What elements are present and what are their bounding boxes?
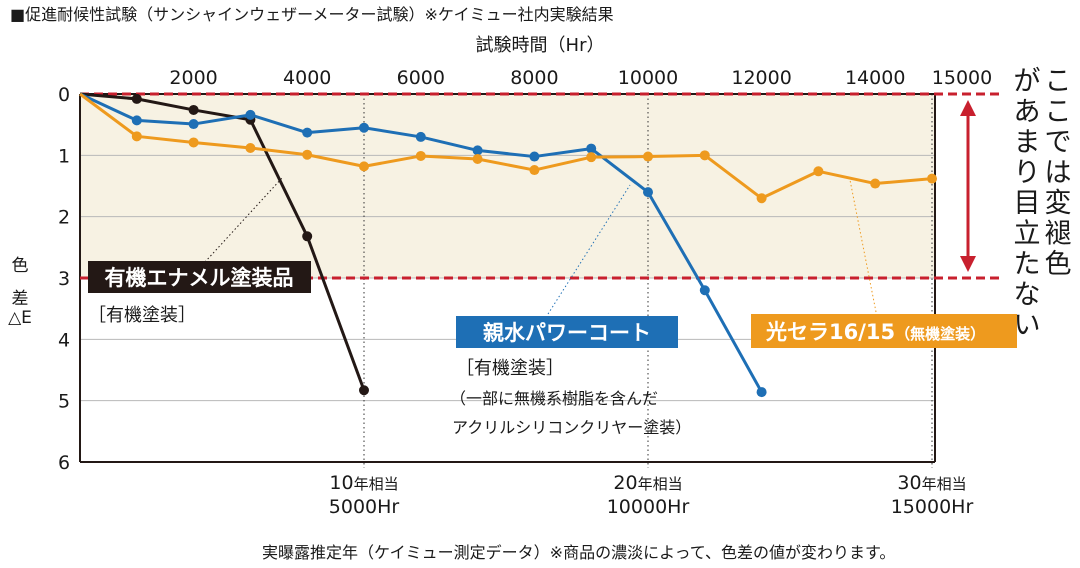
series-label-box bbox=[456, 316, 678, 348]
y-tick-label: 5 bbox=[58, 391, 70, 413]
x-tick-label: 6000 bbox=[397, 67, 445, 89]
data-point bbox=[472, 145, 483, 156]
data-point bbox=[131, 115, 142, 126]
range-arrow-head bbox=[960, 256, 976, 272]
y-tick-label: 4 bbox=[58, 329, 70, 351]
side-annotation-char: こ bbox=[1045, 66, 1072, 97]
side-annotation-char: が bbox=[1014, 66, 1041, 97]
side-annotation-char: い bbox=[1014, 310, 1041, 341]
series-sublabel: ［有機塗装］ bbox=[88, 304, 196, 326]
series-sublabel: ［有機塗装］ bbox=[456, 357, 564, 379]
x-tick-label: 15000 bbox=[932, 67, 992, 89]
x-tick-label: 10000 bbox=[618, 67, 678, 89]
data-point bbox=[529, 151, 540, 162]
y-tick-label: 0 bbox=[58, 84, 70, 106]
year-marker-hours: 15000Hr bbox=[891, 496, 974, 518]
side-annotation-char: は bbox=[1045, 158, 1072, 189]
side-annotation-char: で bbox=[1045, 127, 1072, 158]
data-point bbox=[699, 150, 710, 161]
data-point bbox=[643, 187, 653, 198]
y-tick-label: 6 bbox=[58, 452, 70, 474]
legend-label: 光セラ16/15（無機塗装） bbox=[765, 320, 985, 344]
side-annotation-char: た bbox=[1014, 249, 1041, 280]
data-point bbox=[359, 122, 369, 133]
x-tick-label: 12000 bbox=[731, 67, 791, 89]
data-point bbox=[302, 149, 313, 160]
year-marker-hours: 5000Hr bbox=[329, 496, 400, 518]
data-point bbox=[131, 93, 142, 104]
data-point bbox=[131, 131, 142, 142]
data-point bbox=[188, 137, 199, 148]
data-point bbox=[359, 161, 369, 172]
side-annotation-char: 目 bbox=[1014, 188, 1041, 219]
data-point bbox=[586, 152, 597, 163]
acceptable-band bbox=[80, 94, 935, 278]
series-label-box bbox=[751, 314, 1017, 348]
y-tick-label: 3 bbox=[58, 268, 70, 290]
data-point bbox=[302, 231, 313, 242]
series-line bbox=[79, 92, 933, 200]
series-label-box bbox=[88, 261, 311, 293]
data-point bbox=[359, 385, 369, 396]
y-tick-label: 2 bbox=[58, 207, 70, 229]
series-line bbox=[79, 92, 366, 391]
series-sublabel: アクリルシリコンクリヤー塗装） bbox=[452, 418, 691, 437]
year-marker-label: 20年相当 bbox=[613, 472, 682, 494]
x-tick-label: 14000 bbox=[845, 67, 905, 89]
side-annotation-char: 色 bbox=[1045, 249, 1072, 280]
data-point bbox=[245, 109, 256, 120]
side-annotation-char: こ bbox=[1045, 97, 1072, 128]
x-tick-label: 2000 bbox=[169, 67, 217, 89]
data-point bbox=[415, 131, 426, 142]
y-tick-label: 1 bbox=[58, 145, 70, 167]
data-point bbox=[756, 387, 767, 398]
data-point bbox=[870, 178, 881, 189]
data-point bbox=[586, 143, 597, 154]
data-point bbox=[813, 166, 824, 177]
data-point bbox=[415, 150, 426, 161]
legend-label: 有機エナメル塗装品 bbox=[105, 266, 294, 290]
x-axis-label: 試験時間（Hr） bbox=[476, 35, 605, 56]
data-point bbox=[529, 165, 540, 176]
footer-note: 実曝露推定年（ケイミュー測定データ）※商品の濃淡によって、色差の値が変わります。 bbox=[262, 543, 895, 562]
side-annotation-char: り bbox=[1014, 158, 1041, 189]
data-point bbox=[188, 104, 199, 115]
label-leader-line bbox=[849, 179, 877, 313]
label-leader-line bbox=[547, 184, 631, 315]
side-annotation-char: 立 bbox=[1014, 219, 1041, 250]
data-point bbox=[302, 127, 313, 138]
side-annotation-char: あ bbox=[1014, 97, 1041, 128]
range-arrow-head bbox=[960, 100, 976, 116]
data-point bbox=[245, 142, 256, 153]
legend-label: 親水パワーコート bbox=[483, 321, 651, 345]
x-tick-label: 4000 bbox=[283, 67, 331, 89]
side-annotation-char: 褪 bbox=[1045, 219, 1072, 250]
data-point bbox=[756, 193, 767, 204]
y-axis-label: △E bbox=[8, 308, 32, 328]
data-point bbox=[927, 173, 937, 184]
data-point bbox=[643, 151, 653, 162]
side-annotation-char: な bbox=[1014, 280, 1041, 311]
year-marker-hours: 10000Hr bbox=[607, 496, 690, 518]
year-marker-label: 10年相当 bbox=[329, 472, 398, 494]
series-sublabel: （一部に無機系樹脂を含んだ bbox=[450, 389, 658, 408]
data-point bbox=[188, 119, 199, 130]
y-axis-label: 色 bbox=[12, 256, 29, 276]
y-axis-label: 差 bbox=[12, 289, 29, 309]
header-note: ■促進耐候性試験（サンシャインウェザーメーター試験）※ケイミュー社内実験結果 bbox=[10, 5, 614, 24]
side-annotation-char: ま bbox=[1014, 127, 1041, 158]
side-annotation-char: 変 bbox=[1045, 188, 1072, 219]
x-tick-label: 8000 bbox=[510, 67, 558, 89]
data-point bbox=[472, 154, 483, 165]
data-point bbox=[699, 285, 710, 296]
label-leader-line bbox=[204, 177, 283, 263]
year-marker-label: 30年相当 bbox=[897, 472, 966, 494]
